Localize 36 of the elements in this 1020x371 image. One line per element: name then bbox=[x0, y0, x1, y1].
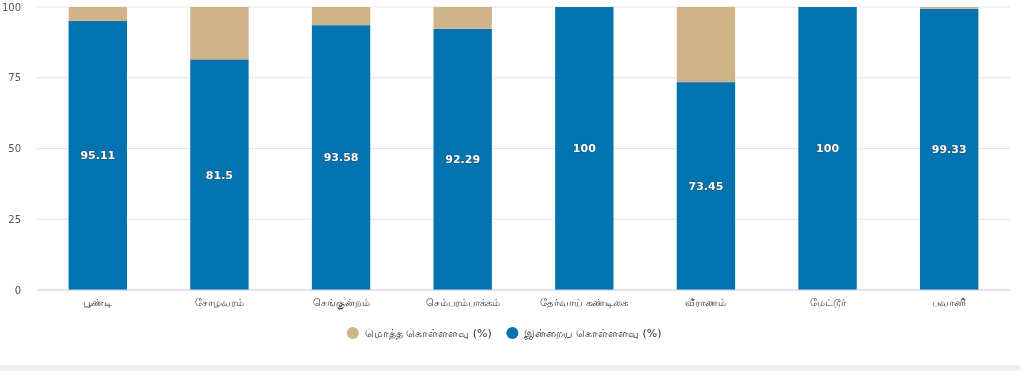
data-label: 93.58 bbox=[323, 151, 359, 165]
legend-label: இன்றைய கொள்ளளவு (%) bbox=[524, 326, 662, 340]
bar bbox=[920, 8, 979, 290]
data-label: 81.5 bbox=[205, 168, 234, 182]
y-tick-label: 50 bbox=[8, 143, 21, 154]
bar bbox=[433, 7, 492, 29]
x-tick-label: பூண்டி bbox=[83, 297, 113, 308]
y-tick-label: 75 bbox=[8, 72, 21, 84]
data-label: 73.45 bbox=[688, 179, 724, 193]
bar bbox=[190, 59, 249, 290]
bar bbox=[555, 7, 614, 290]
x-tick-label: வீராணம் bbox=[685, 297, 727, 308]
data-label: 99.33 bbox=[931, 143, 967, 157]
data-label: 95.11 bbox=[80, 149, 116, 163]
y-tick-label: 0 bbox=[14, 284, 21, 296]
bar bbox=[68, 20, 127, 290]
bar bbox=[676, 7, 736, 83]
legend-label: மொத்த கொள்ளளவு (%) bbox=[364, 326, 492, 340]
data-label: 100 bbox=[572, 142, 597, 156]
bar bbox=[798, 7, 857, 290]
y-tick-label: 100 bbox=[1, 1, 21, 13]
x-tick-label: தேர்வாய் கண்டிகை bbox=[540, 297, 629, 308]
data-label: 100 bbox=[816, 142, 840, 156]
x-tick-label: செங்குன்றம் bbox=[312, 297, 370, 310]
bar bbox=[676, 82, 736, 290]
bar bbox=[311, 7, 371, 26]
bar bbox=[68, 7, 127, 21]
x-tick-label: மேட்டூர் bbox=[809, 297, 847, 308]
x-tick-label: சோழவரம் bbox=[194, 297, 244, 308]
bar bbox=[311, 25, 371, 290]
x-tick-label: செம்பரம்பாக்கம் bbox=[425, 297, 500, 308]
bar bbox=[433, 28, 492, 290]
data-label: 92.29 bbox=[445, 153, 481, 167]
y-tick-label: 25 bbox=[8, 213, 21, 225]
x-tick-label: பவானி bbox=[932, 297, 967, 308]
bar bbox=[190, 7, 249, 60]
